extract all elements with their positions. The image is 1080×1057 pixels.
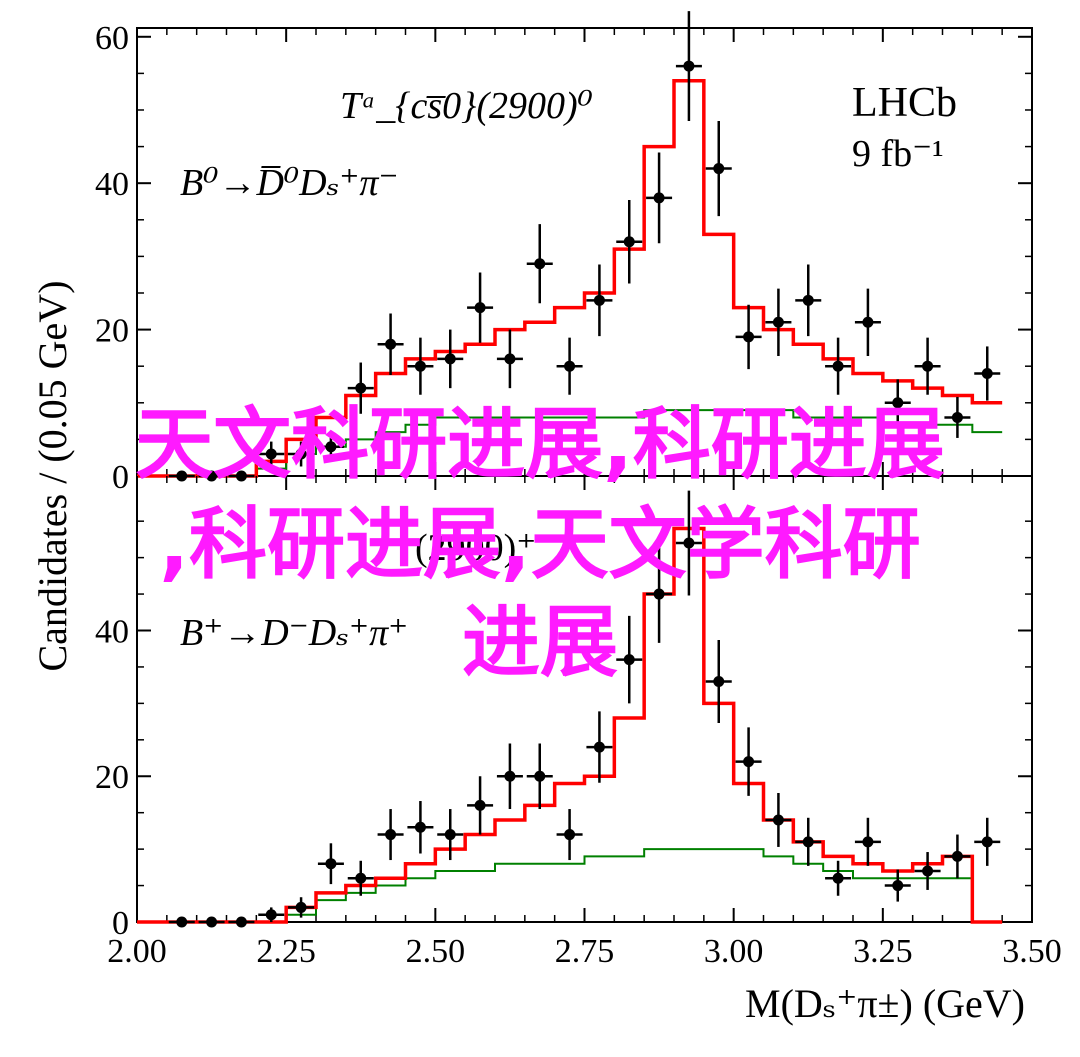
top-data-point xyxy=(832,360,844,372)
bottom-data-point xyxy=(802,836,814,848)
bottom-data-point xyxy=(623,654,635,666)
top-state-label: Tᵃ_{cs̅0}(2900)⁰ xyxy=(340,85,593,127)
top-data-point xyxy=(414,360,426,372)
bottom-data-point xyxy=(683,537,695,549)
top-data-point xyxy=(623,236,635,248)
top-data-point xyxy=(951,411,963,423)
top-data-point xyxy=(802,294,814,306)
top-ytick-label: 60 xyxy=(95,20,129,57)
top-data-point xyxy=(922,360,934,372)
x-axis-title: M(Dₛ⁺π±) (GeV) xyxy=(745,981,1025,1026)
top-plot: 0 20 40 60 xyxy=(95,11,1033,496)
top-data-point xyxy=(564,360,576,372)
bottom-data-point xyxy=(295,901,307,913)
bottom-data-point xyxy=(206,916,218,928)
bottom-data-point xyxy=(534,770,546,782)
bottom-data-point xyxy=(743,756,755,768)
bottom-data-point xyxy=(981,836,993,848)
bottom-data-point xyxy=(235,916,247,928)
bottom-xtick-label: 2.25 xyxy=(256,933,316,970)
bottom-state-label: (2900)⁺ xyxy=(415,527,536,569)
bottom-data-point xyxy=(653,588,665,600)
bottom-xtick-label: 2.75 xyxy=(555,933,615,970)
bottom-data-point xyxy=(862,836,874,848)
bottom-data-point xyxy=(355,872,367,884)
bottom-decay-label: B⁺→D⁻Dₛ⁺π⁺ xyxy=(180,612,408,654)
bottom-data-point xyxy=(892,880,904,892)
top-ytick-label: 20 xyxy=(95,313,129,350)
top-data-point xyxy=(385,338,397,350)
bottom-xtick-label: 2.00 xyxy=(107,933,167,970)
top-total-fit-line xyxy=(137,78,1003,478)
top-data-point xyxy=(593,294,605,306)
bottom-data-point xyxy=(772,814,784,826)
top-data-point xyxy=(295,448,307,460)
top-decay-label: B⁰→D̅⁰Dₛ⁺π⁻ xyxy=(180,162,399,204)
bottom-data-point xyxy=(325,858,337,870)
watermark-line-2: ,科研进展,天文学科研 xyxy=(159,500,921,590)
bottom-data-point xyxy=(713,676,725,688)
watermark-line-3: 进展 xyxy=(461,598,618,688)
bottom-xtick-label: 3.50 xyxy=(1002,933,1062,970)
top-data-point xyxy=(235,470,247,482)
bottom-data-point xyxy=(951,850,963,862)
bottom-ytick-label: 40 xyxy=(95,613,129,650)
bottom-data-point xyxy=(832,872,844,884)
bottom-data-point xyxy=(414,821,426,833)
top-data-point xyxy=(444,353,456,365)
top-data-point xyxy=(325,441,337,453)
top-data-point xyxy=(653,192,665,204)
top-data-point xyxy=(534,258,546,270)
bottom-plot: 0 20 40 2.00 2.25 2.50 2.75 3.00 3.25 3.50 xyxy=(95,476,1062,970)
bottom-xtick-label: 2.50 xyxy=(406,933,466,970)
bottom-data-point xyxy=(922,865,934,877)
top-data-point xyxy=(683,60,695,72)
bottom-data-point xyxy=(176,916,188,928)
top-data-point xyxy=(504,353,516,365)
top-data-point xyxy=(355,382,367,394)
top-data-point xyxy=(265,448,277,460)
experiment-label: LHCb xyxy=(852,80,957,126)
top-ytick-label: 40 xyxy=(95,166,129,203)
bottom-component-fit-line xyxy=(137,848,1003,923)
watermark-line-1: 天文科研进展,科研进展 xyxy=(135,400,945,490)
y-axis-title: Candidates / (0.05 GeV) xyxy=(30,280,75,671)
bottom-xtick-label: 3.25 xyxy=(853,933,913,970)
top-data-point xyxy=(713,163,725,175)
bottom-xtick-label: 3.00 xyxy=(704,933,764,970)
top-data-point xyxy=(892,397,904,409)
bottom-data-point xyxy=(564,829,576,841)
top-data-point xyxy=(176,470,188,482)
bottom-data-point xyxy=(385,829,397,841)
top-data-point xyxy=(206,470,218,482)
bottom-data-point xyxy=(504,770,516,782)
luminosity-label: 9 fb⁻¹ xyxy=(852,133,944,175)
bottom-ytick-label: 20 xyxy=(95,759,129,796)
top-data-point xyxy=(743,331,755,343)
bottom-data-point xyxy=(593,741,605,753)
bottom-ytick-label: 0 xyxy=(112,905,129,942)
top-data-point xyxy=(474,302,486,314)
top-data-point xyxy=(981,368,993,380)
top-ytick-label: 0 xyxy=(112,459,129,496)
bottom-data-point xyxy=(474,799,486,811)
bottom-data-point xyxy=(265,909,277,921)
top-data-point xyxy=(772,316,784,328)
top-data-point xyxy=(862,316,874,328)
bottom-data-point xyxy=(444,829,456,841)
